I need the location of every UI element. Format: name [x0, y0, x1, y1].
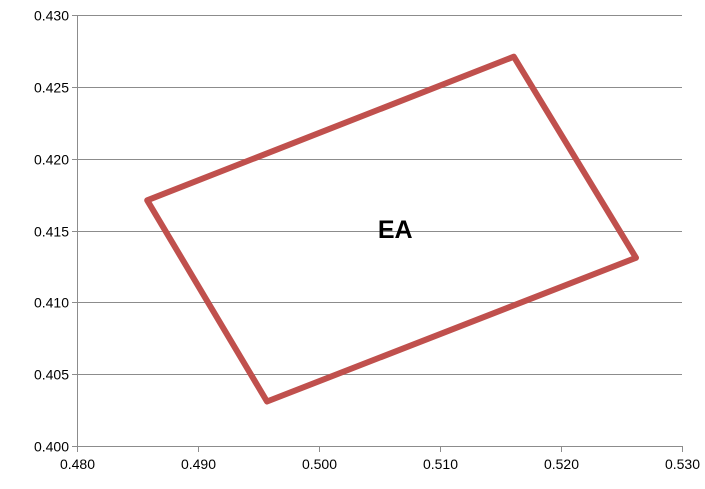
axes [72, 15, 683, 452]
x-tick-label: 0.530 [665, 456, 700, 472]
x-tick-label: 0.510 [423, 456, 458, 472]
x-tick-label: 0.520 [544, 456, 579, 472]
x-axis-tick-labels: 0.480 0.490 0.500 0.510 0.520 0.530 [60, 456, 700, 472]
y-tick-label: 0.425 [34, 80, 69, 96]
x-tick-label: 0.480 [60, 456, 95, 472]
annotation-label: EA [378, 216, 413, 244]
y-axis-tick-labels: 0.400 0.405 0.410 0.415 0.420 0.425 0.430 [34, 8, 69, 455]
series-group [144, 53, 639, 405]
x-tick-label: 0.500 [302, 456, 337, 472]
annotations: EA [378, 216, 413, 244]
y-tick-label: 0.405 [34, 367, 69, 383]
gridlines [77, 15, 682, 375]
y-tick-label: 0.415 [34, 224, 69, 240]
y-tick-label: 0.400 [34, 439, 69, 455]
series-line [144, 53, 639, 405]
y-tick-label: 0.430 [34, 8, 69, 24]
y-tick-label: 0.420 [34, 152, 69, 168]
x-tick-label: 0.490 [181, 456, 216, 472]
y-tick-label: 0.410 [34, 295, 69, 311]
